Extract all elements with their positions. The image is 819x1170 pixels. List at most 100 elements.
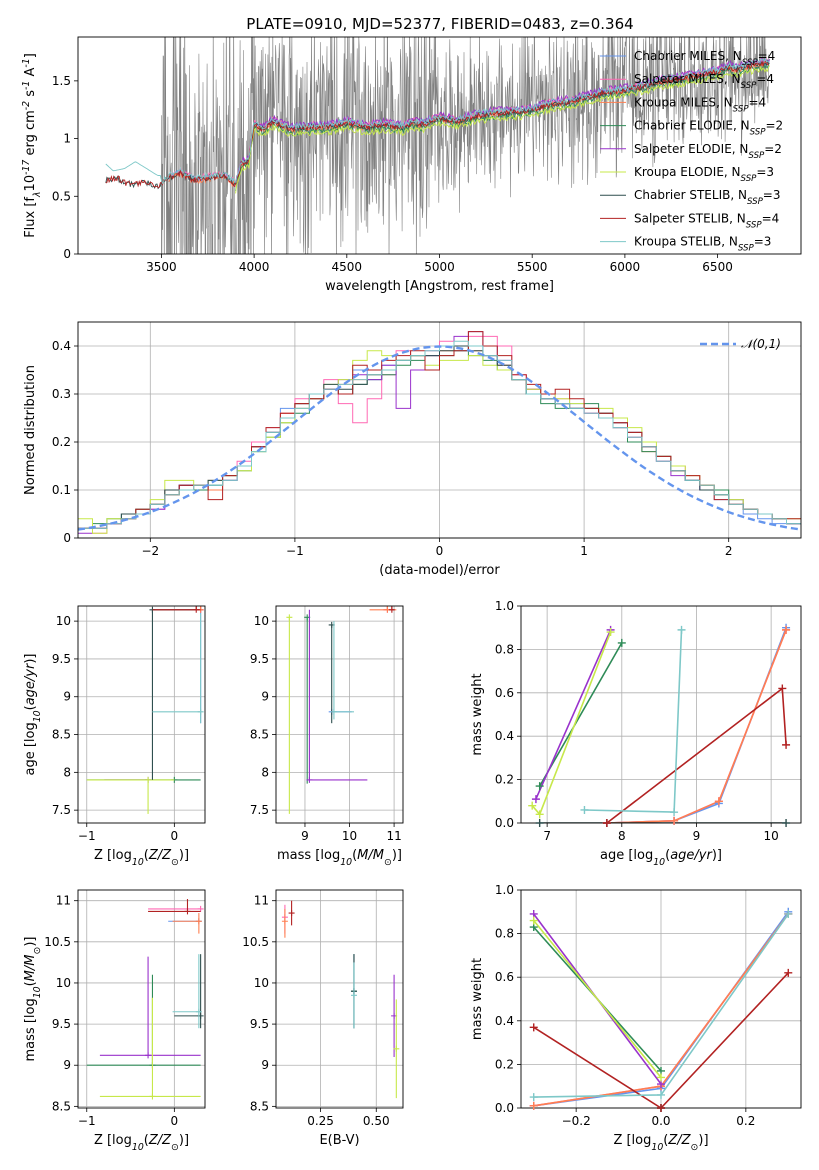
mass-weight-vs-age-xlabel: age [log10(age/yr)] [600, 848, 722, 868]
mass-vs-Z-xtick-label: 0 [171, 1114, 179, 1128]
mass-vs-EBV-ytick-label: 9 [261, 1058, 269, 1072]
residual-histogram-xtick-label: 2 [725, 544, 733, 558]
mass-vs-EBV-ytick-label: 9.5 [250, 1017, 269, 1031]
mass-weight-series-8 [533, 972, 789, 1108]
age-vs-Z-xtick-label: 0 [171, 829, 179, 843]
age-vs-mass-xlabel: mass [log10(M/M⊙)] [277, 848, 402, 868]
mass-weight-vs-Z-ytick-label: 1.0 [495, 883, 514, 897]
residual-histogram-plot-area [78, 331, 801, 534]
age-vs-mass-panel: 9 10 11 7.5 8 8.5 9 9.5 10 mass [log10(M/M⊙)] [250, 605, 404, 868]
age-vs-mass-xtick-label: 11 [386, 829, 401, 843]
legend-entry: Chabrier ELODIE, NSSP=2 [634, 119, 783, 138]
figure-title: PLATE=0910, MJD=52377, FIBERID=0483, z=0… [246, 15, 633, 33]
point-marker [330, 708, 337, 715]
residual-histogram-xtick-label: 1 [580, 544, 588, 558]
mass-weight-series-6 [533, 919, 662, 1079]
age-vs-mass-ytick-label: 8 [261, 765, 269, 779]
spectrum-xtick-label: 6000 [610, 260, 641, 274]
residual-histogram-xlabel: (data-model)/error [379, 563, 500, 578]
mass-weight-vs-age-xtick-label: 9 [693, 829, 701, 843]
legend-entry: Salpeter MILES, NSSP=4 [634, 72, 774, 91]
mass-weight-vs-Z-ytick-label: 0.0 [495, 1101, 514, 1115]
mass-weight-marker [714, 797, 723, 806]
age-vs-mass-ytick-label: 7.5 [250, 803, 269, 817]
age-vs-Z-panel: −1 0 7.5 8 8.5 9 9.5 10 Z [log10(Z/Z⊙)] age [log1… [23, 605, 206, 868]
mass-weight-vs-Z-ylabel: mass weight [470, 958, 485, 1040]
spectrum-ylabel: Flux [fλ10-17 erg cm-2 s-1 A-1] [21, 53, 43, 238]
mass-weight-vs-age-panel: 7 8 9 10 0.0 0.2 0.4 0.6 0.8 1.0 age [log10(age/yr… [470, 599, 802, 868]
mass-vs-EBV-plot-area [281, 900, 400, 1099]
normal-distribution-curve [78, 345, 801, 531]
residual-histogram-xtick-label: −2 [141, 544, 159, 558]
mass-vs-EBV-ytick-label: 11 [254, 894, 269, 908]
mass-weight-vs-Z-panel: −0.2 0.0 0.2 0.0 0.2 0.4 0.6 0.8 1.0 Z [log10(Z/Z… [470, 883, 802, 1153]
model-line-9 [105, 56, 770, 185]
mass-weight-marker [782, 740, 791, 749]
mass-weight-vs-age-ytick-label: 0.4 [495, 729, 514, 743]
mass-weight-marker [580, 805, 589, 814]
residual-histogram-ytick-label: 0 [63, 531, 71, 545]
mass-vs-EBV-frame [275, 889, 404, 1109]
mass-weight-series-6 [531, 631, 612, 816]
mass-vs-Z-xtick-label: −1 [78, 1114, 96, 1128]
spectrum-xlabel: wavelength [Angstrom, rest frame] [325, 279, 554, 294]
spectrum-panel: 3500 4000 4500 5000 5500 6000 6500 0 0.5 1 1.5 wave… [21, 36, 802, 294]
residual-histogram-xtick-label: −1 [286, 544, 304, 558]
mass-weight-vs-age-ytick-label: 0.0 [495, 816, 514, 830]
mass-weight-marker [528, 801, 537, 810]
mass-weight-vs-Z-xtick-label: 0.0 [651, 1114, 670, 1128]
mass-weight-marker [606, 628, 615, 637]
legend-entry: Salpeter ELODIE, NSSP=2 [634, 142, 782, 161]
point-marker [286, 614, 293, 621]
age-vs-Z-xtick-label: −1 [78, 829, 96, 843]
mass-weight-vs-Z-xlabel: Z [log10(Z/Z⊙)] [613, 1133, 708, 1153]
spectrum-xtick-label: 6500 [702, 260, 733, 274]
spectrum-xtick-label: 5000 [424, 260, 455, 274]
mass-weight-marker [529, 1093, 538, 1102]
mass-weight-marker [529, 1023, 538, 1032]
mass-vs-Z-ytick-label: 11 [56, 894, 71, 908]
mass-weight-vs-Z-ytick-label: 0.2 [495, 1057, 514, 1071]
point-marker [306, 776, 313, 783]
spectrum-xtick-label: 5500 [517, 260, 548, 274]
mass-vs-Z-xlabel: Z [log10(Z/Z⊙)] [94, 1133, 189, 1153]
mass-weight-vs-age-ytick-label: 0.2 [495, 773, 514, 787]
legend-entry: Chabrier MILES, NSSP=4 [634, 49, 775, 68]
mass-vs-Z-ytick-label: 9.5 [52, 1017, 71, 1031]
age-vs-mass-xtick-label: 10 [342, 829, 357, 843]
point-marker [145, 1052, 152, 1059]
mass-vs-Z-ytick-label: 10.5 [44, 935, 71, 949]
point-marker [193, 606, 200, 613]
mass-weight-marker [535, 810, 544, 819]
legend-entry: Chabrier STELIB, NSSP=3 [634, 188, 781, 207]
age-vs-mass-plot-area [286, 606, 397, 814]
mass-vs-Z-ytick-label: 9 [63, 1058, 71, 1072]
residual-histogram-xtick-label: 0 [436, 544, 444, 558]
mass-vs-EBV-ytick-label: 10 [254, 976, 269, 990]
model-line-5 [235, 57, 770, 185]
mass-weight-marker [535, 782, 544, 791]
residual-histogram-ytick-label: 0.3 [52, 387, 71, 401]
mass-vs-EBV-xlabel: E(B-V) [319, 1133, 359, 1148]
age-vs-Z-xlabel: Z [log10(Z/Z⊙)] [94, 848, 189, 868]
mass-weight-marker [657, 1090, 665, 1099]
mass-weight-vs-age-ytick-label: 1.0 [495, 599, 514, 613]
observed-spectrum [111, 37, 770, 254]
mass-weight-vs-Z-ytick-label: 0.4 [495, 1014, 514, 1028]
mass-weight-vs-age-ytick-label: 0.8 [495, 642, 514, 656]
residual-histogram-panel: −2 −1 0 1 2 0 0.1 0.2 0.3 0.4 (data-model)/error No… [23, 321, 802, 578]
mass-weight-vs-Z-xtick-label: 0.2 [736, 1114, 755, 1128]
mass-weight-vs-age-xtick-label: 8 [618, 829, 626, 843]
spectrum-xtick-label: 3500 [146, 260, 177, 274]
mass-weight-marker [602, 819, 611, 827]
residual-histogram-ytick-label: 0.1 [52, 483, 71, 497]
mass-weight-marker [677, 625, 686, 634]
residual-histogram-ylabel: Normed distribution [23, 365, 38, 495]
spectrum-ytick-label: 1.5 [52, 74, 71, 88]
mass-weight-marker [531, 795, 540, 804]
mass-vs-EBV-ytick-label: 8.5 [250, 1099, 269, 1113]
mass-vs-Z-panel: −1 0 8.5 9 9.5 10 10.5 11 Z [log10(Z/Z⊙)] mass [l… [23, 889, 206, 1153]
age-vs-Z-ytick-label: 7.5 [52, 803, 71, 817]
mass-weight-vs-age-frame [520, 605, 802, 824]
